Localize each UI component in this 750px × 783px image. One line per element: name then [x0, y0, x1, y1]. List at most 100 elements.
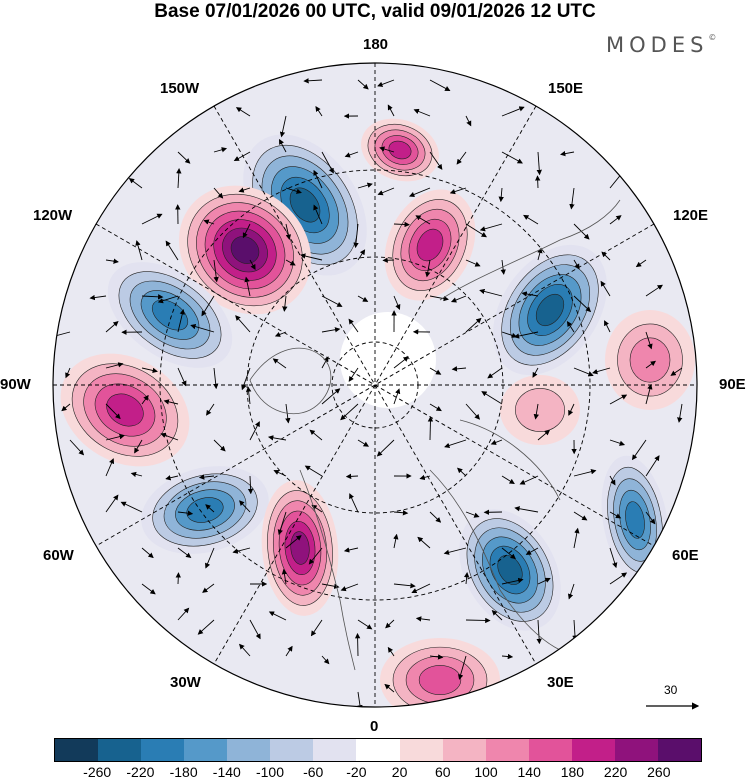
anomaly-contour [230, 236, 260, 264]
wind-arrow [89, 294, 107, 301]
wind-arrow [501, 151, 523, 164]
anomaly-cell [141, 466, 269, 554]
wind-arrow [479, 223, 503, 232]
wind-arrow [160, 432, 179, 441]
wind-arrow [393, 388, 401, 405]
wind-arrow [343, 547, 359, 553]
wind-arrow [357, 619, 373, 630]
anomaly-contour [629, 337, 671, 383]
wind-arrow [69, 439, 85, 456]
wind-arrow [177, 367, 187, 387]
colorbar [54, 738, 702, 762]
wind-arrow [357, 182, 373, 189]
wind-arrow [304, 465, 323, 477]
wind-arrow [303, 78, 323, 84]
colorbar-swatch [442, 739, 486, 761]
wind-arrow [393, 583, 416, 589]
anomaly-cell [107, 262, 233, 368]
wind-arrow [609, 215, 622, 225]
wind-arrow [645, 360, 657, 369]
wind-arrow [177, 308, 185, 333]
colorbar-swatch [356, 739, 400, 761]
anomaly-contour [151, 299, 189, 331]
wind-arrow [413, 108, 431, 117]
wind-arrow [281, 568, 288, 585]
wind-arrow [205, 504, 215, 513]
colorbar-tick-label: 60 [435, 764, 451, 780]
wind-arrow [385, 619, 395, 629]
wind-arrow [429, 295, 449, 302]
wind-arrow [415, 616, 431, 622]
wind-arrow [501, 475, 515, 484]
lon-label-150w: 150W [160, 80, 200, 97]
wind-arrow [141, 367, 158, 374]
wind-arrow [573, 527, 580, 549]
wind-arrow [393, 533, 399, 549]
wind-arrow [239, 500, 251, 513]
wind-arrow [213, 259, 219, 283]
colorbar-tick-label: -20 [346, 764, 367, 780]
wind-arrow [130, 471, 143, 478]
wind-arrow [120, 501, 143, 513]
wind-arrow [235, 107, 251, 117]
wind-arrow [321, 388, 341, 405]
wind-arrow [567, 583, 575, 600]
anomaly-cell [380, 638, 500, 707]
wind-arrow [321, 151, 334, 174]
colorbar-swatch [657, 739, 701, 761]
wind-arrow [465, 223, 487, 238]
wind-arrow [203, 219, 215, 225]
wind-arrow [285, 535, 302, 549]
wind-arrow [344, 151, 359, 158]
anomaly-contour [416, 228, 444, 262]
wind-arrow [537, 429, 551, 441]
wind-arrow [232, 547, 251, 554]
wind-arrow [443, 547, 467, 555]
wind-arrow [387, 646, 395, 657]
wind-arrow [487, 367, 503, 379]
wind-arrow [450, 295, 467, 303]
wind-arrow [377, 187, 395, 196]
wind-arrow [65, 367, 71, 379]
lon-label-30w: 30W [170, 674, 201, 691]
wind-arrow [321, 356, 329, 369]
wind-arrow [141, 294, 164, 300]
anomaly-contour [289, 187, 321, 223]
wind-arrow [501, 106, 525, 117]
modes-logo: MODES© [606, 33, 716, 57]
wind-arrow [190, 323, 215, 333]
wind-arrow [566, 321, 575, 333]
wind-arrow [429, 511, 442, 523]
wind-arrow [463, 571, 470, 585]
vector-scale-label: 30 [664, 683, 678, 697]
wind-arrow [198, 474, 215, 480]
wind-arrow [177, 151, 191, 164]
wind-arrow [387, 104, 395, 117]
colorbar-tick-label: -260 [83, 764, 112, 780]
wind-arrow [409, 187, 431, 197]
wind-arrow [498, 187, 504, 203]
wind-arrow [393, 221, 410, 228]
wind-arrow [348, 318, 359, 333]
wind-arrow [340, 583, 359, 592]
wind-arrow [444, 439, 467, 449]
wind-arrow [141, 213, 163, 225]
wind-arrow [425, 259, 431, 278]
wind-arrow [465, 511, 480, 518]
colorbar-tick-label: 140 [517, 764, 541, 780]
wind-arrow [321, 327, 341, 333]
wind-arrow [279, 115, 287, 138]
polar-cap [340, 312, 436, 408]
wind-arrow [536, 151, 542, 176]
wind-arrow [449, 187, 467, 195]
wind-arrow [491, 609, 503, 621]
wind-arrow [465, 403, 481, 420]
wind-arrow [233, 151, 251, 162]
wind-arrow [213, 147, 228, 153]
wind-arrow [165, 240, 179, 261]
colorbar-tick-labels: -260 -220 -180 -140 -100 -60 -20 20 60 100 140 180 2… [0, 764, 750, 783]
anomaly-cell [60, 353, 190, 467]
wind-arrow [465, 259, 481, 267]
anomaly-field [60, 118, 695, 707]
